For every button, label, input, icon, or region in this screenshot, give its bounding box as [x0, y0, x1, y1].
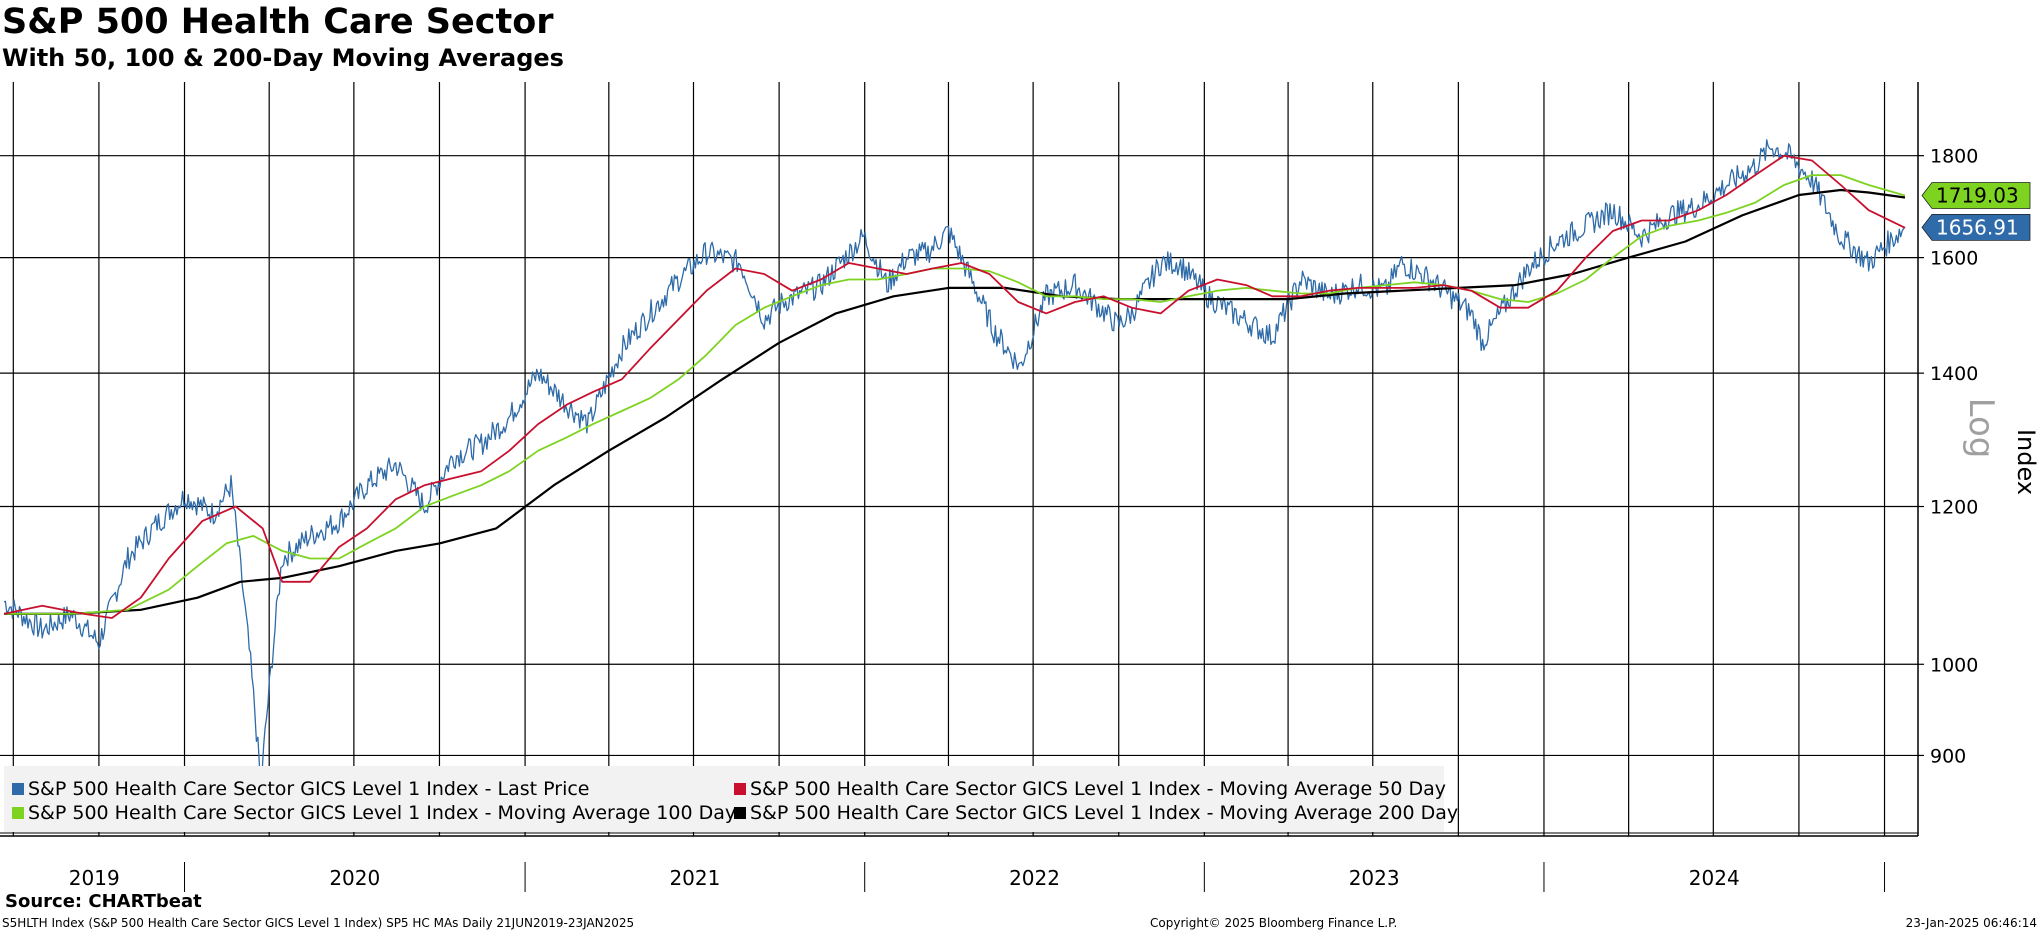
legend-swatch	[734, 807, 746, 819]
last-value-badge-ma100: 1719.03	[1921, 182, 2031, 209]
y-axis-title: Index	[2012, 429, 2040, 495]
series-line-ma200	[4, 188, 1906, 615]
source-note: Source: CHARTbeat	[5, 891, 202, 912]
legend: S&P 500 Health Care Sector GICS Level 1 …	[4, 766, 1458, 832]
legend-swatch	[734, 783, 746, 795]
x-axis-year-labels: 2019 2020 2021 2022 2023 2024	[69, 862, 1886, 892]
x-year-label: 2020	[329, 866, 380, 890]
last-value-badges: 1719.03 1656.91	[1921, 182, 2031, 241]
x-year-label: 2019	[69, 866, 120, 890]
legend-label: S&P 500 Health Care Sector GICS Level 1 …	[750, 778, 1446, 800]
badge-shape	[1921, 182, 2031, 209]
y-tick-label: 1000	[1930, 654, 1978, 676]
legend-swatch	[12, 783, 24, 795]
series-line-last	[3, 139, 1906, 782]
legend-item-last-price: S&P 500 Health Care Sector GICS Level 1 …	[12, 778, 589, 800]
legend-swatch	[12, 807, 24, 819]
x-year-label: 2021	[669, 866, 720, 890]
scale-label: Log	[1961, 398, 2001, 459]
legend-item-ma200: S&P 500 Health Care Sector GICS Level 1 …	[734, 802, 1458, 824]
series-line-ma100	[4, 174, 1906, 615]
chart-subtitle: With 50, 100 & 200-Day Moving Averages	[2, 44, 564, 72]
legend-item-ma100: S&P 500 Health Care Sector GICS Level 1 …	[12, 802, 736, 824]
footer-ticker-info: S5HLTH Index (S&P 500 Health Care Sector…	[2, 916, 635, 930]
x-year-label: 2024	[1689, 866, 1740, 890]
x-year-label: 2022	[1009, 866, 1060, 890]
chart-title: S&P 500 Health Care Sector	[2, 2, 554, 42]
footer-copyright: Copyright© 2025 Bloomberg Finance L.P.	[1150, 916, 1398, 930]
badge-label: 1719.03	[1936, 184, 2019, 208]
last-value-badge-last: 1656.91	[1921, 213, 2031, 241]
badge-shape	[1921, 213, 2031, 241]
y-tick-label: 1400	[1930, 363, 1978, 385]
y-tick-label: 1200	[1930, 497, 1978, 519]
horizontal-gridlines	[0, 155, 1924, 757]
badge-label: 1656.91	[1936, 215, 2019, 239]
y-tick-label: 1800	[1930, 146, 1978, 168]
legend-label: S&P 500 Health Care Sector GICS Level 1 …	[750, 802, 1459, 824]
vertical-gridlines	[12, 82, 1886, 836]
y-tick-label: 900	[1930, 745, 1966, 767]
legend-item-ma50: S&P 500 Health Care Sector GICS Level 1 …	[734, 778, 1446, 800]
legend-label: S&P 500 Health Care Sector GICS Level 1 …	[28, 778, 590, 800]
axis-layer	[0, 82, 1919, 837]
legend-label: S&P 500 Health Care Sector GICS Level 1 …	[28, 802, 737, 824]
x-year-label: 2023	[1349, 866, 1400, 890]
series-line-ma50	[3, 154, 1906, 619]
y-tick-label: 1600	[1930, 248, 1978, 270]
footer-timestamp: 23-Jan-2025 06:46:14	[1905, 916, 2037, 930]
series-layer	[3, 139, 1906, 782]
y-axis-tick-labels: 900 1000 1200 1400 1600 1800	[1930, 146, 1978, 768]
